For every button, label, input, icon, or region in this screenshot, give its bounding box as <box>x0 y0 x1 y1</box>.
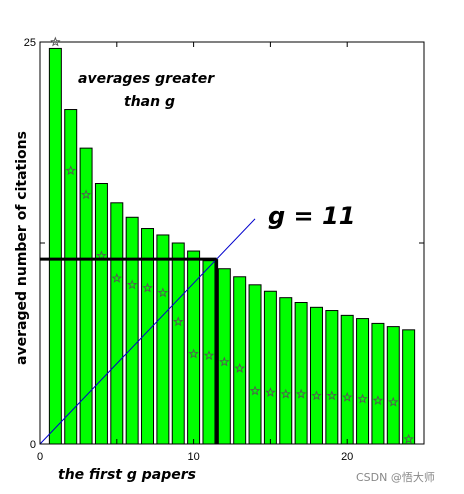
axis-ticks: 0 25 0 10 20 <box>24 37 425 463</box>
x-tick-label: 10 <box>187 451 199 463</box>
bar <box>171 242 185 445</box>
star-marker <box>219 356 230 367</box>
x-tick-label: 0 <box>37 451 43 463</box>
star-marker <box>295 388 307 399</box>
star-marker <box>342 391 353 402</box>
star-marker <box>80 189 92 200</box>
annotation-averages-line1: averages greater <box>78 71 215 87</box>
bar <box>187 250 201 445</box>
bar <box>356 318 370 445</box>
bar <box>263 290 277 445</box>
bar <box>79 147 93 445</box>
star-marker <box>65 165 76 176</box>
star-marker <box>157 287 169 298</box>
bar <box>64 109 78 445</box>
annotation-first-g-papers: the first g papers <box>58 467 196 483</box>
bar <box>279 297 293 445</box>
bar <box>294 301 308 445</box>
markers-group <box>50 36 414 444</box>
star-marker <box>126 279 138 290</box>
star-marker <box>372 395 384 405</box>
bar <box>309 306 323 445</box>
bar <box>371 322 385 445</box>
annotation-averages-line2: than g <box>124 94 175 110</box>
star-marker <box>234 362 245 373</box>
star-marker <box>357 393 368 404</box>
star-marker <box>111 272 122 283</box>
star-marker <box>311 390 322 401</box>
bar <box>386 326 400 445</box>
bar <box>217 268 231 445</box>
bar <box>141 228 155 445</box>
star-marker <box>173 316 184 327</box>
bar <box>125 216 139 445</box>
y-axis-label: averaged number of citations <box>14 131 30 365</box>
y-tick-label: 25 <box>24 37 36 49</box>
star-marker <box>280 388 291 399</box>
star-marker <box>142 282 153 293</box>
star-marker <box>50 36 61 47</box>
bar <box>110 202 124 445</box>
bar <box>94 183 108 445</box>
diagonal-line <box>39 218 256 445</box>
star-marker <box>203 350 215 360</box>
bar <box>325 310 339 445</box>
bar <box>48 47 62 445</box>
watermark: CSDN @悟大师 <box>356 470 435 484</box>
bar <box>233 276 247 445</box>
bar <box>248 284 262 445</box>
star-marker <box>403 433 414 444</box>
y-tick-label: 0 <box>30 439 36 451</box>
bars-group <box>48 47 416 445</box>
star-marker <box>326 390 338 401</box>
x-tick-label: 20 <box>341 451 353 463</box>
star-marker <box>188 348 199 359</box>
annotation-g-value: g = 11 <box>268 202 355 230</box>
star-marker <box>265 387 276 397</box>
bar <box>340 314 354 445</box>
bar <box>402 329 416 445</box>
star-marker <box>249 385 261 396</box>
star-marker <box>388 396 399 407</box>
bar <box>156 234 170 445</box>
